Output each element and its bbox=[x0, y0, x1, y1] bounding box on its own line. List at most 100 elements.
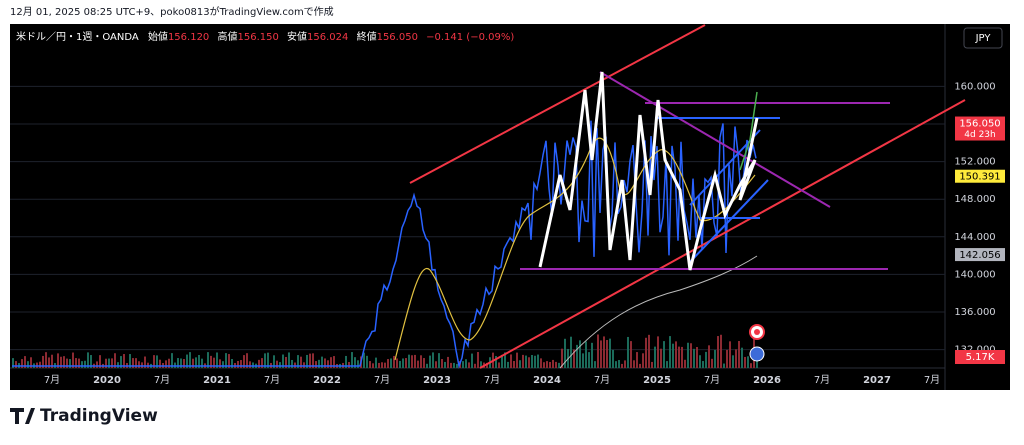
volume-bar bbox=[132, 358, 134, 368]
volume-bar bbox=[369, 361, 371, 368]
time-tick-label: 7月 bbox=[924, 374, 940, 386]
volume-bar bbox=[408, 354, 410, 368]
volume-bar bbox=[240, 360, 242, 368]
volume-bar bbox=[654, 346, 656, 368]
volume-bar bbox=[21, 359, 23, 368]
volume-bar bbox=[729, 341, 731, 368]
volume-bar bbox=[384, 362, 386, 368]
volume-bar bbox=[120, 356, 122, 368]
volume-bar bbox=[633, 360, 635, 368]
event-icon bbox=[754, 329, 760, 335]
zigzag bbox=[538, 71, 759, 271]
volume-bar bbox=[312, 353, 314, 368]
price-badge-label: 150.391 bbox=[959, 172, 1000, 183]
volume-bar bbox=[351, 352, 353, 368]
volume-bar bbox=[474, 363, 476, 368]
volume-bar bbox=[522, 354, 524, 368]
price-tick-label: 144.000 bbox=[954, 232, 995, 243]
brand: TradingView bbox=[40, 406, 158, 426]
volume-bar bbox=[186, 354, 188, 368]
volume-bar bbox=[243, 355, 245, 368]
volume-badge bbox=[955, 350, 1005, 364]
volume-bar bbox=[390, 358, 392, 368]
volume-bar bbox=[684, 359, 686, 368]
volume-bar bbox=[378, 362, 380, 368]
volume-bar bbox=[72, 352, 74, 368]
volume-bar bbox=[681, 346, 683, 368]
volume-bar bbox=[477, 352, 479, 368]
volume-bar bbox=[231, 358, 233, 368]
volume-bar bbox=[141, 362, 143, 368]
volume-bar bbox=[627, 336, 629, 368]
volume-bar bbox=[486, 362, 488, 368]
volume-bar bbox=[165, 360, 167, 368]
volume-bar bbox=[600, 340, 602, 368]
time-tick-label: 2024 bbox=[533, 375, 561, 386]
time-tick-label: 7月 bbox=[484, 374, 500, 386]
volume-bar bbox=[303, 362, 305, 368]
volume-bar bbox=[447, 356, 449, 368]
volume-bar bbox=[183, 359, 185, 368]
volume-bar bbox=[324, 358, 326, 368]
volume-bar bbox=[249, 361, 251, 368]
volume-bar bbox=[573, 349, 575, 368]
volume-bar bbox=[696, 347, 698, 368]
volume-bar bbox=[456, 363, 458, 368]
event-icon[interactable] bbox=[749, 346, 765, 362]
volume-bar bbox=[624, 360, 626, 368]
volume-bar bbox=[453, 362, 455, 368]
volume-bar bbox=[123, 354, 125, 368]
currency-button[interactable] bbox=[963, 27, 1003, 49]
volume-bar bbox=[498, 362, 500, 368]
volume-bar bbox=[414, 354, 416, 368]
volume-bar bbox=[423, 358, 425, 368]
volume-bar bbox=[549, 361, 551, 368]
volume-bar bbox=[387, 359, 389, 368]
price-tick-label: 140.000 bbox=[954, 269, 995, 280]
volume-bar bbox=[264, 353, 266, 368]
volume-bar bbox=[90, 355, 92, 368]
volume-bar bbox=[24, 356, 26, 368]
volume-bar bbox=[396, 358, 398, 368]
volume-bar bbox=[432, 352, 434, 368]
volume-bar bbox=[99, 355, 101, 368]
volume-bar bbox=[747, 356, 749, 368]
volume-bar bbox=[318, 359, 320, 368]
volume-bar bbox=[288, 352, 290, 368]
price-badge-label: 142.056 bbox=[959, 250, 1000, 261]
trend-line bbox=[409, 24, 706, 184]
volume-bar bbox=[78, 358, 80, 368]
price-badge bbox=[955, 248, 1005, 262]
time-tick-label: 2026 bbox=[753, 375, 781, 386]
volume-bar bbox=[690, 343, 692, 368]
volume-bar bbox=[168, 358, 170, 368]
volume-bar bbox=[216, 352, 218, 368]
volume-bar bbox=[375, 357, 377, 368]
time-tick-label: 2023 bbox=[423, 375, 451, 386]
volume-bar bbox=[711, 358, 713, 368]
volume-bar bbox=[48, 357, 50, 368]
volume-bar bbox=[645, 337, 647, 368]
time-tick-label: 2025 bbox=[643, 375, 671, 386]
volume-bar bbox=[744, 356, 746, 368]
trend-line bbox=[599, 71, 831, 208]
volume-bar bbox=[750, 363, 752, 368]
volume-bar bbox=[411, 355, 413, 368]
volume-bar bbox=[615, 361, 617, 368]
volume-bar bbox=[321, 356, 323, 368]
volume-bar bbox=[210, 355, 212, 368]
brand-logo: TradingView bbox=[10, 406, 158, 426]
volume-bar bbox=[603, 336, 605, 368]
volume-bar bbox=[189, 352, 191, 368]
volume-bar bbox=[666, 361, 668, 368]
volume-bar bbox=[402, 358, 404, 368]
volume-bar bbox=[585, 341, 587, 368]
volume-bar bbox=[510, 354, 512, 368]
volume-bar bbox=[480, 361, 482, 368]
volume-bar bbox=[12, 358, 14, 368]
volume-badge-label: 5.17K bbox=[966, 352, 995, 363]
volume-bar bbox=[582, 353, 584, 368]
volume-bar bbox=[357, 360, 359, 368]
volume-bar bbox=[555, 361, 557, 368]
volume-bar bbox=[525, 355, 527, 368]
